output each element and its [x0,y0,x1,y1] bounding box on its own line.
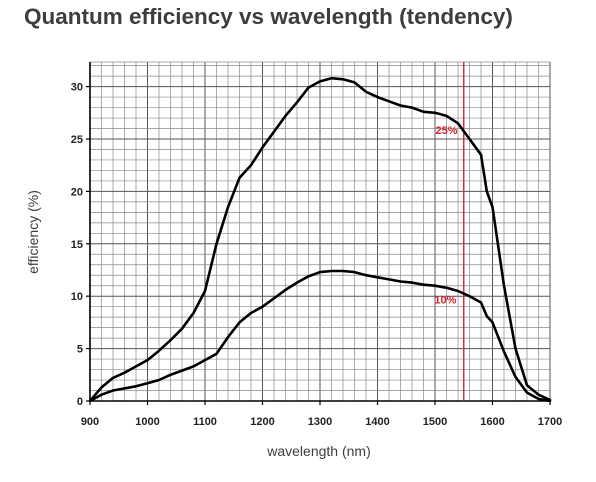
series-lines [88,76,552,403]
y-tick-labels: 0 5 10 15 20 25 30 [71,82,83,408]
y-tick-label: 0 [77,396,83,408]
x-tick-labels: 900 1000 1100 1200 1300 1400 1500 1600 1700 [81,416,562,428]
x-tick-label: 1000 [135,416,159,428]
y-tick-label: 20 [71,186,83,198]
y-tick-label: 15 [71,239,83,251]
y-tick-label: 10 [71,291,83,303]
series-line-25pct [88,76,552,403]
x-tick-label: 1500 [423,416,447,428]
x-tick-label: 1200 [250,416,274,428]
annotations: 25% 10% [434,125,457,307]
grid [89,61,551,402]
y-tick-label: 30 [71,82,83,94]
annotation-label: 25% [435,125,457,137]
y-tick-label: 25 [71,134,83,146]
x-axis-label: wavelength (nm) [266,443,371,459]
x-tick-label: 1700 [538,416,562,428]
x-tick-label: 1600 [480,416,504,428]
y-axis-label: efficiency (%) [25,190,41,274]
x-tick-label: 1100 [193,416,217,428]
y-tick-label: 5 [77,344,83,356]
x-tick-label: 1400 [365,416,389,428]
chart-title: Quantum efficiency vs wavelength (tenden… [24,4,513,29]
x-tick-label: 900 [81,416,99,428]
tick-marks [86,85,551,405]
x-tick-label: 1300 [308,416,332,428]
series-line-10pct [88,269,552,403]
annotation-label: 10% [434,295,456,307]
